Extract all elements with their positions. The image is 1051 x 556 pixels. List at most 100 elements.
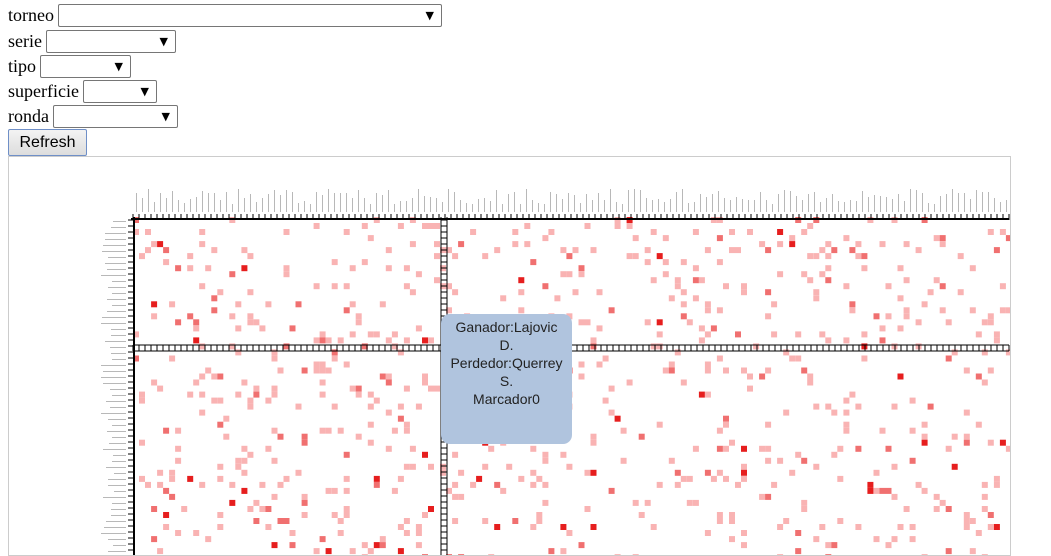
matrix-cell: [897, 373, 904, 380]
matrix-cell: [837, 518, 844, 524]
matrix-cell: [361, 259, 368, 266]
column-label: [532, 200, 533, 212]
matrix-cell: [704, 361, 711, 368]
matrix-cell: [331, 403, 338, 410]
ronda-select[interactable]: ▼: [52, 104, 178, 128]
matrix-cell: [271, 542, 278, 549]
matrix-cell: [397, 548, 404, 555]
matrix-cell: [951, 463, 958, 470]
column-label: [388, 190, 389, 212]
row-label: [106, 521, 126, 522]
matrix-cell: [313, 337, 320, 344]
superficie-select[interactable]: ▼: [82, 79, 157, 103]
matrix-cell: [313, 223, 320, 229]
matrix-cell: [831, 247, 838, 254]
matrix-cell: [271, 349, 278, 356]
column-label: [376, 193, 377, 212]
matrix-cell: [253, 385, 260, 392]
matrix-cell: [199, 481, 206, 488]
matrix-cell: [981, 481, 988, 488]
matrix-cell: [175, 457, 182, 464]
matrix-cell: [428, 463, 434, 470]
matrix-cell: [825, 542, 832, 549]
matrix-cell: [723, 283, 729, 290]
matrix-cell: [692, 229, 699, 235]
matrix-cell: [403, 337, 410, 344]
matrix-cell: [199, 229, 206, 235]
matrix-cell: [157, 548, 164, 555]
matrix-cell: [704, 367, 711, 374]
matrix-cell: [656, 421, 663, 428]
matrix-cell: [915, 247, 922, 254]
matrix-cell: [217, 512, 224, 518]
matrix-cell: [765, 367, 772, 374]
matrix-cell: [843, 409, 850, 416]
matrix-cell: [265, 506, 272, 512]
matrix-cell: [415, 530, 422, 536]
matrix-cell: [217, 421, 224, 428]
column-label: [832, 194, 833, 212]
row-label: [106, 467, 126, 468]
column-label: [736, 197, 737, 212]
matrix-cell: [319, 337, 326, 344]
matrix-cell: [163, 512, 170, 518]
matrix-cell: [626, 253, 633, 260]
column-label: [184, 203, 185, 212]
matrix-cell: [723, 367, 729, 374]
column-label: [442, 202, 443, 212]
matrix-cell: [735, 331, 741, 338]
matrix-cell: [319, 379, 326, 386]
column-label: [148, 189, 149, 212]
column-label: [964, 193, 965, 212]
match-matrix[interactable]: [9, 157, 1011, 556]
row-label: [108, 539, 126, 540]
matrix-cell: [247, 397, 254, 404]
column-label: [934, 204, 935, 212]
matrix-cell: [494, 524, 501, 530]
matrix-cell: [385, 373, 392, 380]
matrix-cell: [187, 313, 194, 320]
row-label: [101, 275, 126, 276]
matrix-cell: [391, 487, 398, 494]
matrix-cell: [771, 331, 778, 338]
serie-select[interactable]: ▼: [45, 29, 176, 53]
column-label: [622, 204, 623, 212]
matrix-cell: [855, 241, 862, 248]
matrix-cell: [458, 493, 465, 500]
tipo-select[interactable]: ▼: [40, 54, 132, 78]
matrix-cell: [674, 349, 681, 356]
column-label: [928, 203, 929, 212]
matrix-cell: [915, 319, 922, 326]
matrix-cell: [151, 313, 158, 320]
matrix-cell: [969, 548, 976, 555]
matrix-cell: [656, 253, 663, 260]
matrix-cell: [265, 397, 272, 404]
matrix-cell: [440, 469, 446, 476]
matrix-cell: [235, 301, 242, 308]
column-label: [658, 199, 659, 212]
refresh-button[interactable]: Refresh: [8, 129, 87, 156]
matrix-cell: [542, 499, 549, 506]
matrix-cell: [205, 536, 212, 543]
matrix-cell: [385, 247, 392, 254]
torneo-select[interactable]: ▼: [57, 3, 442, 27]
matrix-cell: [885, 542, 892, 549]
matrix-cell: [253, 391, 260, 398]
column-label: [730, 200, 731, 212]
matrix-cell: [813, 253, 820, 260]
matrix-cell: [385, 337, 392, 344]
matrix-cell: [765, 445, 772, 452]
matrix-cell: [897, 295, 904, 302]
matrix-cell: [819, 524, 826, 530]
matrix-cell: [801, 499, 808, 506]
row-label: [101, 533, 126, 534]
matrix-cell: [596, 289, 603, 296]
matrix-cell: [795, 548, 802, 555]
column-label: [664, 202, 665, 212]
matrix-cell: [277, 481, 284, 488]
matrix-cell: [355, 385, 362, 392]
column-label: [676, 192, 677, 212]
row-label: [110, 389, 126, 390]
matrix-cell: [993, 524, 1000, 530]
matrix-cell: [223, 415, 230, 422]
